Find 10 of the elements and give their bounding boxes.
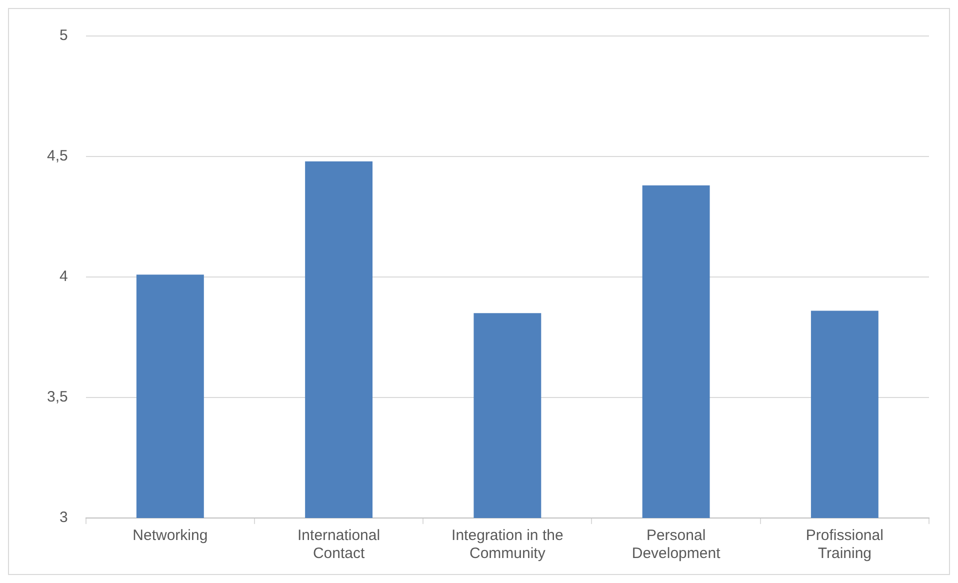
x-tick-label: International Contact <box>298 527 380 562</box>
y-tick-label: 3 <box>60 509 68 526</box>
x-tick-label: Integration in the Community <box>452 527 564 562</box>
y-tick-label: 4 <box>60 268 68 286</box>
y-tick-label: 3,5 <box>46 388 68 406</box>
x-tick-label: Profissional Training <box>806 527 884 562</box>
x-tick-label: Personal Development <box>632 527 722 562</box>
x-tick-label: Networking <box>132 527 208 544</box>
y-tick-label: 4,5 <box>46 148 68 165</box>
y-tick-label: 5 <box>60 27 68 44</box>
